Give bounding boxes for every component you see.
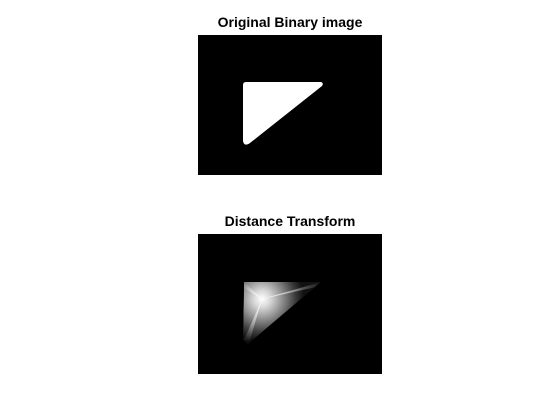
- distance-transform-title: Distance Transform: [198, 213, 382, 229]
- distance-transform-axes: [198, 234, 382, 374]
- binary-image-title: Original Binary image: [198, 14, 382, 30]
- distance-transform-image: [198, 234, 382, 374]
- binary-image-axes: [198, 35, 382, 175]
- binary-image: [198, 35, 382, 175]
